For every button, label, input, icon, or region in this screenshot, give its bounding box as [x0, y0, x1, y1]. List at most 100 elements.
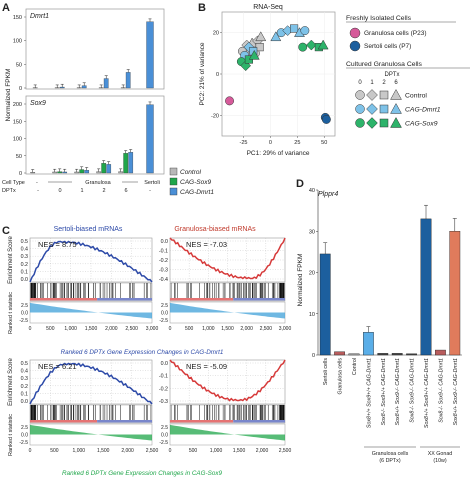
rank-band-negative: [233, 420, 285, 423]
x-tick-label: 25: [294, 140, 300, 146]
x-tick-label: 2,000: [240, 326, 253, 332]
plppr4-category-label: Sox8-/- Sox9+/+ CAG-Dmrt1: [381, 358, 387, 425]
es-tick-label: 0.4: [21, 369, 28, 375]
es-tick-label: -0.2: [159, 386, 168, 392]
bar-cag-dmrt1: [84, 170, 90, 174]
granulosa-p23-label: Granulosa cells (P23): [364, 30, 427, 37]
sertoli-p7-label: Sertoli cells (P7): [364, 43, 411, 50]
bar-control: [74, 171, 80, 174]
granulosa-tick-1: -: [36, 180, 38, 186]
nes-label: NES = 8.75: [38, 240, 77, 249]
bar-cag-dmrt1: [81, 85, 87, 89]
ranked-tick-label: 2.5: [21, 303, 28, 309]
ranked-area: [170, 302, 285, 319]
rank-band-positive: [30, 298, 98, 301]
x-tick-label: 50: [321, 140, 327, 146]
es-tick-label: 0.2: [21, 384, 28, 390]
dptx-tick: 6: [124, 188, 127, 194]
y-tick-label: -20: [211, 113, 219, 119]
dptx-tick: -: [37, 188, 39, 194]
es-tick-label: 0.5: [21, 239, 28, 245]
rank-band-negative: [97, 420, 152, 423]
legend-shape: [366, 103, 378, 115]
legend-shape: [390, 102, 402, 114]
x-tick-label: 0: [169, 326, 172, 332]
ranked-tick-label: 2.5: [161, 425, 168, 431]
sox9-gene-label: Sox9: [30, 100, 46, 107]
x-tick-label: 0: [29, 326, 32, 332]
bar-cag-sox9: [101, 163, 107, 174]
pca-point: [290, 24, 299, 33]
bar-cag-dmrt1: [128, 152, 134, 174]
y-tick-label: 0: [216, 72, 219, 78]
rank-band-negative: [233, 298, 285, 301]
x-tick-label: 1,000: [73, 448, 86, 454]
dptx-legend-value: 6: [394, 80, 398, 86]
x-tick-label: 2,500: [279, 448, 292, 454]
legend-shape: [355, 104, 365, 114]
ranked-tick-label: -2.5: [19, 318, 28, 324]
bar-cag-dmrt1: [125, 72, 131, 89]
plppr4-bar: [420, 218, 432, 356]
pca-point: [248, 49, 260, 60]
y-tick-label: 100: [13, 137, 22, 143]
x-tick-label: 2,000: [256, 448, 269, 454]
legend-shape: [390, 88, 402, 100]
bar-control: [52, 171, 58, 174]
plppr4-bar: [334, 351, 345, 356]
pca-point: [298, 42, 308, 52]
enrichment-axis-label: Enrichment Score: [8, 357, 14, 405]
x-tick-label: 2,500: [125, 326, 138, 332]
panel-c: C Sertoli-biased mRNAs Granulosa-biased …: [2, 225, 291, 477]
pca-points: [225, 24, 331, 124]
x-tick-label: 0: [29, 448, 32, 454]
x-tick-label: 2,000: [121, 448, 134, 454]
es-tick-label: 0.3: [21, 254, 28, 260]
cultured-legend-label: Control: [405, 93, 427, 100]
bar-cag-dmrt1: [146, 21, 154, 89]
x-tick-label: 500: [189, 448, 198, 454]
x-tick-label: 1,000: [64, 326, 77, 332]
panel-b-letter: B: [198, 2, 206, 14]
ranked-area: [30, 302, 152, 319]
sox9-plot-frame: [25, 95, 165, 175]
ranked-tick-label: 2.5: [161, 303, 168, 309]
plppr4-gene-label: Plppr4: [318, 191, 338, 198]
legend-shape: [379, 118, 389, 128]
bar-control: [30, 172, 36, 174]
plppr4-bar: [377, 353, 389, 356]
ranked-axis-label: Ranked t statistic: [8, 292, 14, 334]
es-frame: [169, 359, 286, 405]
ranked-tick-label: -2.5: [19, 440, 28, 446]
dmrt1-plot-frame: [25, 8, 165, 90]
plppr4-bar: [348, 353, 360, 356]
ranked-tick-label: 0.0: [161, 311, 168, 317]
nes-label: NES = 6.21: [38, 362, 77, 371]
granulosa-group-label: Granulosa: [85, 180, 111, 186]
bar-cag-sox9: [123, 153, 129, 174]
gsea-bottom-xlabel: Ranked 6 DPTx Gene Expression Changes in…: [62, 470, 222, 477]
es-tick-label: 0.5: [21, 361, 28, 367]
pca-point: [225, 96, 234, 106]
panel-a-letter: A: [2, 2, 10, 14]
enrichment-axis-label: Enrichment Score: [8, 235, 14, 283]
sox9-bars: [30, 101, 154, 174]
y-tick-label: 20: [213, 31, 219, 37]
x-tick-label: 500: [50, 448, 59, 454]
y-tick-label: 0: [312, 353, 315, 359]
x-tick-label: 1,500: [97, 448, 110, 454]
dptx-ticks: - 0 1 2 6 -: [37, 188, 151, 194]
y-tick-label: 40: [309, 188, 315, 194]
ranked-tick-label: -2.5: [159, 440, 168, 446]
bar-control: [118, 171, 124, 174]
sertoli-group-label: Sertoli: [144, 180, 160, 186]
x-tick-label: 1,000: [202, 326, 215, 332]
cultured-legend-label: CAG-Dmrt1: [405, 107, 441, 114]
dptx-tick: 1: [80, 188, 83, 194]
dptx-tick: -: [149, 188, 151, 194]
y-tick-label: 0: [19, 86, 22, 92]
plppr4-bar: [319, 253, 331, 356]
pca-title: RNA-Seq: [253, 4, 283, 11]
legend-label: Control: [180, 169, 202, 176]
